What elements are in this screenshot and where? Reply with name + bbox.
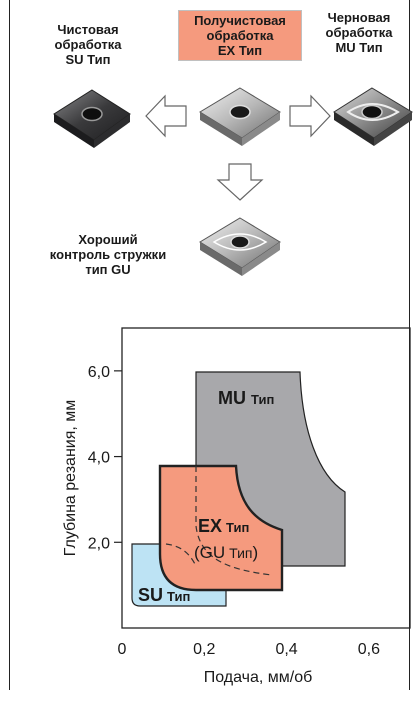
ex-region bbox=[158, 464, 284, 592]
plot-frame bbox=[121, 327, 411, 629]
x-tick-label: 0,6 bbox=[358, 641, 380, 658]
gu-insert-icon bbox=[199, 217, 281, 276]
x-tick-label: 0 bbox=[118, 641, 127, 658]
ex-region-label: EX Тип bbox=[198, 516, 249, 536]
label-finishing: Чистовая обработка SU Тип bbox=[54, 22, 122, 67]
arrow-down-icon bbox=[216, 163, 264, 201]
y-axis-ticks: 2,0 4,0 6,0 bbox=[88, 364, 122, 552]
mu-region-label: MU Тип bbox=[218, 388, 274, 408]
ex-insert-icon bbox=[199, 87, 281, 146]
gu-dashed-boundary bbox=[195, 466, 273, 576]
su-dashed-boundary bbox=[165, 543, 197, 567]
y-tick-label: 4,0 bbox=[88, 450, 110, 467]
gu-region-label: (GU Тип) bbox=[194, 543, 258, 562]
y-axis-label: Глубина резания, мм bbox=[62, 400, 79, 557]
x-tick-label: 0,2 bbox=[193, 641, 215, 658]
label-semi-finishing: Получистовая обработка EX Тип bbox=[178, 10, 302, 61]
y-tick-label: 2,0 bbox=[88, 535, 110, 552]
y-tick-label: 6,0 bbox=[88, 364, 110, 381]
x-axis-label: Подача, мм/об bbox=[204, 669, 313, 686]
x-tick-label: 0,4 bbox=[275, 641, 297, 658]
application-range-chart: MU Тип EX Тип (GU Тип) SU Тип 2,0 4,0 6,0 0 0,2… bbox=[62, 327, 411, 686]
x-axis-ticks: 0 0,2 0,4 0,6 bbox=[118, 641, 381, 658]
arrow-right-icon bbox=[289, 94, 331, 138]
label-chip-control: Хороший контроль стружки тип GU bbox=[49, 232, 167, 277]
su-insert-icon bbox=[53, 89, 131, 148]
arrow-left-icon bbox=[145, 94, 187, 138]
mu-insert-icon bbox=[333, 87, 413, 146]
su-region-label: SU Тип bbox=[138, 585, 190, 605]
insert-illustrations bbox=[53, 87, 413, 276]
label-roughing: Черновая обработка MU Тип bbox=[325, 10, 393, 55]
